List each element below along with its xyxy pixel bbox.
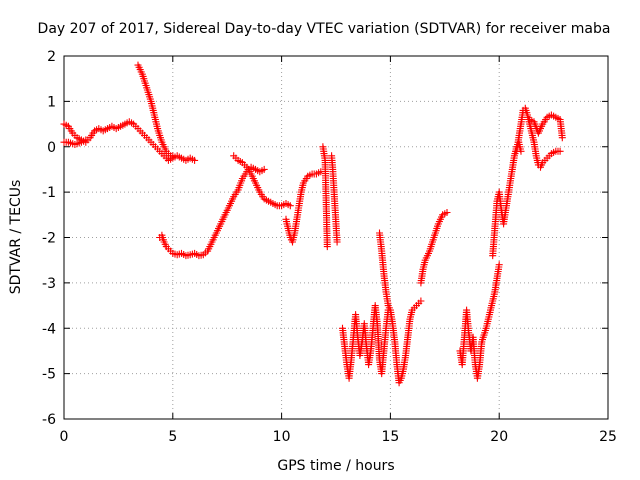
data-point (323, 243, 331, 251)
x-tick-label: 5 (168, 429, 177, 445)
y-tick-label: -2 (42, 231, 56, 247)
data-series (60, 61, 566, 387)
axis-ticks: 0 5 10 15 20 25 -6 -5 -4 -3 -2 -1 0 1 2 (42, 49, 617, 445)
y-tick-label: 2 (47, 49, 56, 65)
chart-title: Day 207 of 2017, Sidereal Day-to-day VTE… (38, 21, 611, 37)
x-tick-label: 25 (599, 429, 617, 445)
y-tick-label: -6 (42, 412, 56, 428)
y-tick-label: -1 (42, 185, 56, 201)
y-tick-label: 1 (47, 94, 56, 110)
data-point (443, 209, 451, 216)
x-tick-label: 15 (381, 429, 399, 445)
y-tick-label: -3 (42, 276, 56, 292)
data-point (556, 147, 564, 155)
x-tick-label: 20 (490, 429, 508, 445)
data-point (333, 238, 341, 246)
data-point (417, 297, 425, 305)
y-tick-label: 0 (47, 140, 56, 156)
data-point (169, 152, 177, 160)
y-axis-label: SDTVAR / TECUs (8, 180, 24, 295)
x-tick-label: 0 (60, 429, 69, 445)
data-point (495, 261, 503, 269)
y-tick-label: -5 (42, 367, 56, 383)
data-point (558, 134, 566, 142)
y-tick-label: -4 (42, 321, 56, 337)
x-tick-label: 10 (273, 429, 291, 445)
data-point (260, 165, 268, 173)
x-axis-label: GPS time / hours (277, 458, 394, 474)
data-point (191, 156, 199, 164)
data-point (82, 136, 90, 144)
data-point (286, 202, 294, 210)
